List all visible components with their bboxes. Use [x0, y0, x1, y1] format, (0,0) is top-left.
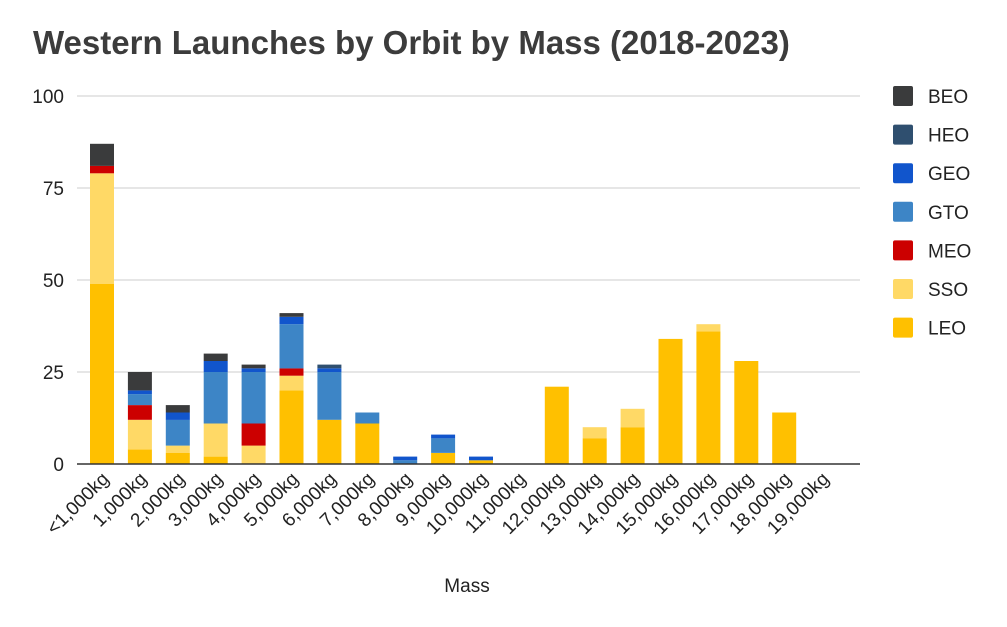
bar-segment-heo	[317, 364, 342, 369]
bar-segment-gto	[431, 438, 456, 453]
bar-segment-sso	[127, 419, 152, 450]
bar-segment-geo	[127, 390, 152, 395]
bar-segment-geo	[203, 361, 228, 372]
y-tick-label: 25	[43, 363, 64, 384]
legend-swatch-sso	[893, 279, 913, 299]
bar-segment-geo	[165, 412, 190, 420]
bar-segment-gto	[127, 394, 152, 406]
bar-segment-leo	[696, 331, 721, 464]
legend-label-sso: SSO	[928, 280, 968, 301]
y-tick-label: 75	[43, 179, 64, 200]
bar-segment-leo	[582, 438, 607, 464]
bar-segment-leo	[317, 419, 342, 464]
bar-segment-leo	[544, 386, 569, 464]
legend-label-leo: LEO	[928, 319, 966, 340]
bar-segment-meo	[241, 423, 266, 446]
legend-label-gto: GTO	[928, 203, 969, 224]
bar-segment-leo	[127, 449, 152, 464]
bar-segment-leo	[355, 423, 380, 464]
bar-segment-sso	[90, 173, 114, 284]
bar-segment-beo	[165, 405, 190, 413]
bar-segment-leo	[469, 460, 493, 464]
legend-swatch-beo	[893, 86, 913, 106]
bar-segment-sso	[279, 375, 304, 391]
x-axis-label: Mass	[444, 576, 489, 597]
legend-swatch-leo	[893, 317, 913, 338]
legend-label-heo: HEO	[928, 126, 969, 147]
bar-segment-geo	[469, 456, 493, 461]
gridlines	[77, 95, 860, 373]
bar-segment-beo	[241, 364, 266, 369]
bar-segment-beo	[203, 353, 228, 361]
y-tick-label: 100	[32, 87, 64, 108]
bar-segment-leo	[734, 361, 759, 464]
bar-segment-leo	[90, 283, 114, 464]
bar-segment-leo	[431, 453, 456, 464]
y-axis-ticks: 0 25 50 75 100	[32, 87, 64, 476]
bar-segment-sso	[241, 445, 266, 464]
bar-segment-leo	[203, 456, 228, 464]
bar-segment-beo	[90, 143, 114, 166]
bar-segment-leo	[620, 427, 645, 464]
bar-segment-gto	[317, 372, 342, 420]
bar-segment-gto	[165, 419, 190, 446]
x-axis-ticks: <1,000kg1,000kg2,000kg3,000kg4,000kg5,00…	[43, 469, 834, 540]
bar-segment-leo	[772, 412, 797, 464]
legend-label-beo: BEO	[928, 87, 968, 108]
bar-segment-leo	[165, 453, 190, 464]
bar-segment-meo	[90, 165, 114, 174]
y-tick-label: 0	[53, 455, 64, 476]
bar-segment-sso	[620, 408, 645, 428]
bar-segment-meo	[279, 368, 304, 376]
legend: BEO HEO GEO GTO MEO SSO LEO	[893, 86, 971, 340]
bar-segment-geo	[393, 456, 418, 461]
bar-segment-sso	[203, 423, 228, 457]
legend-label-meo: MEO	[928, 241, 971, 262]
bar-segment-geo	[317, 368, 342, 372]
bars	[77, 143, 860, 465]
chart-title: Western Launches by Orbit by Mass (2018-…	[33, 24, 790, 61]
bar-segment-geo	[241, 368, 266, 372]
bar-segment-leo	[658, 338, 683, 464]
bar-segment-gto	[355, 412, 380, 424]
bar-segment-sso	[582, 427, 607, 439]
bar-segment-leo	[279, 390, 304, 464]
legend-swatch-gto	[893, 201, 913, 222]
bar-segment-geo	[279, 316, 304, 325]
bar-segment-gto	[279, 324, 304, 369]
bar-segment-gto	[203, 372, 228, 424]
y-tick-label: 50	[43, 271, 64, 292]
bar-segment-geo	[431, 434, 456, 439]
bar-segment-gto	[393, 460, 418, 464]
bar-segment-sso	[696, 324, 721, 332]
bar-segment-gto	[241, 372, 266, 424]
bar-segment-beo	[279, 313, 304, 317]
legend-swatch-heo	[893, 124, 913, 145]
bar-segment-meo	[127, 405, 152, 420]
legend-label-geo: GEO	[928, 164, 970, 185]
legend-swatch-meo	[893, 240, 913, 261]
bar-segment-sso	[165, 445, 190, 453]
bar-segment-beo	[127, 372, 152, 391]
legend-swatch-geo	[893, 163, 913, 184]
